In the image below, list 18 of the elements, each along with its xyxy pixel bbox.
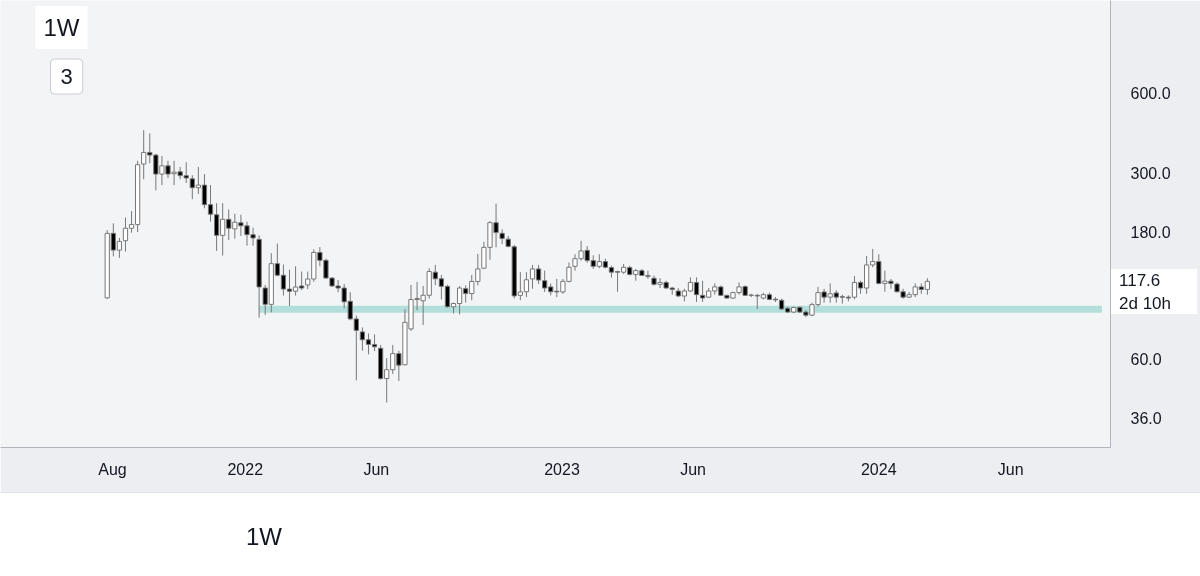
y-tick-label: 36.0 xyxy=(1130,410,1162,428)
x-tick-label: Jun xyxy=(680,460,706,478)
text: 2d 10h xyxy=(1119,292,1172,314)
x-tick-label: Aug xyxy=(98,460,127,478)
y-tick-label: 60.0 xyxy=(1130,351,1162,369)
y-tick-label: 180.0 xyxy=(1130,224,1171,242)
x-tick-label: Jun xyxy=(363,460,390,478)
text: 1W xyxy=(43,14,80,41)
x-tick-label: 2024 xyxy=(860,460,897,478)
x-tick-label: 2022 xyxy=(227,460,264,478)
candlestick xyxy=(499,228,505,245)
x-tick-label: Jun xyxy=(997,460,1024,478)
y-tick-label: 300.0 xyxy=(1130,164,1171,182)
text: 1W xyxy=(246,522,282,552)
annotation: 3 xyxy=(60,64,73,89)
text: 117.6 xyxy=(1119,269,1162,292)
x-tick-label: 2023 xyxy=(544,460,580,478)
y-tick-label: 600.0 xyxy=(1130,84,1171,102)
